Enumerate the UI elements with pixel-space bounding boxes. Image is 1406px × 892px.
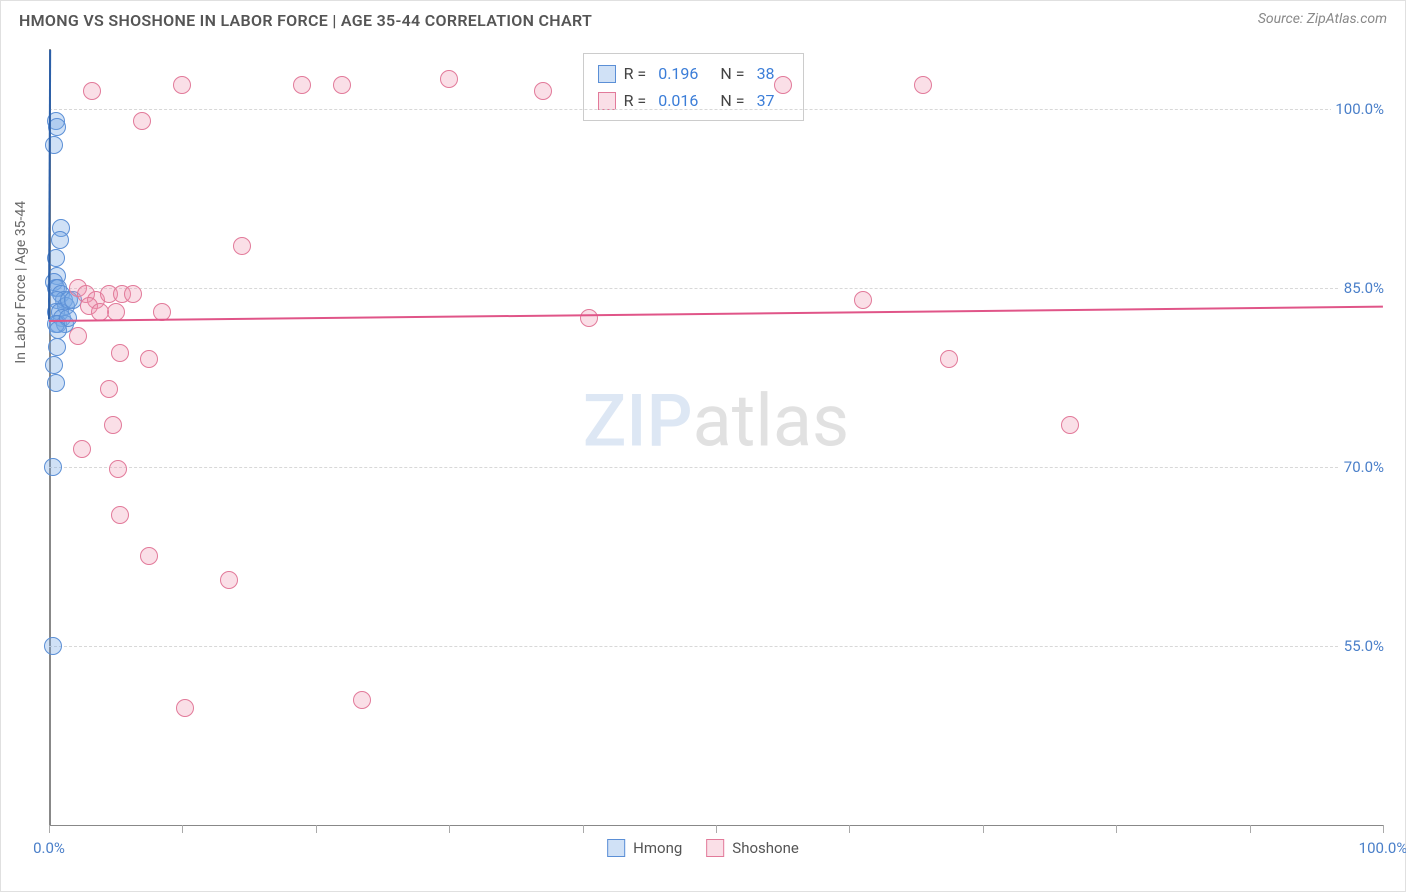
legend-row: R = 0.016 N = 37	[598, 87, 789, 114]
watermark: ZIPatlas	[583, 379, 849, 464]
data-point	[534, 82, 552, 100]
data-point	[353, 691, 371, 709]
x-tick	[849, 825, 850, 833]
stats-legend: R = 0.196 N = 38 R = 0.016 N = 37	[583, 53, 804, 121]
data-point	[140, 350, 158, 368]
data-point	[774, 76, 792, 94]
y-tick-label: 85.0%	[1340, 279, 1388, 297]
x-tick	[716, 825, 717, 833]
data-point	[220, 571, 238, 589]
data-point	[940, 350, 958, 368]
data-point	[580, 309, 598, 327]
series-legend-item: Hmong	[607, 839, 682, 857]
x-tick-label: 0.0%	[33, 839, 65, 857]
chart-container: HMONG VS SHOSHONE IN LABOR FORCE | AGE 3…	[0, 0, 1406, 892]
data-point	[111, 344, 129, 362]
x-tick	[316, 825, 317, 833]
plot-area: In Labor Force | Age 35-44 ZIPatlas R =0…	[49, 49, 1383, 826]
x-tick	[49, 825, 50, 833]
data-point	[109, 460, 127, 478]
data-point	[440, 70, 458, 88]
data-point	[91, 303, 109, 321]
data-point	[49, 321, 67, 339]
data-point	[48, 338, 66, 356]
data-point	[69, 327, 87, 345]
n-label: N =	[720, 87, 744, 114]
data-point	[233, 237, 251, 255]
data-point	[47, 374, 65, 392]
legend-swatch	[598, 65, 616, 83]
x-tick	[983, 825, 984, 833]
data-point	[854, 291, 872, 309]
data-point	[45, 356, 63, 374]
legend-swatch	[706, 839, 724, 857]
data-point	[44, 637, 62, 655]
data-point	[333, 76, 351, 94]
legend-swatch	[598, 92, 616, 110]
gridline	[49, 288, 1383, 289]
data-point	[914, 76, 932, 94]
y-tick-label: 100.0%	[1331, 100, 1388, 118]
gridline	[49, 109, 1383, 110]
y-tick-label: 55.0%	[1340, 637, 1388, 655]
x-tick	[182, 825, 183, 833]
y-axis-label: In Labor Force | Age 35-44	[13, 201, 29, 364]
r-value: 0.196	[658, 60, 698, 87]
data-point	[73, 440, 91, 458]
x-tick	[583, 825, 584, 833]
data-point	[293, 76, 311, 94]
x-tick	[1383, 825, 1384, 833]
data-point	[104, 416, 122, 434]
header: HMONG VS SHOSHONE IN LABOR FORCE | AGE 3…	[1, 1, 1405, 36]
r-label: R =	[624, 87, 647, 114]
n-label: N =	[720, 60, 744, 87]
series-legend-item: Shoshone	[706, 839, 799, 857]
y-tick-label: 70.0%	[1340, 458, 1388, 476]
data-point	[124, 285, 142, 303]
x-tick	[1250, 825, 1251, 833]
n-value: 38	[757, 60, 775, 87]
n-value: 37	[757, 87, 775, 114]
data-point	[1061, 416, 1079, 434]
gridline	[49, 467, 1383, 468]
watermark-zip: ZIP	[583, 379, 693, 464]
series-legend: Hmong Shoshone	[607, 839, 799, 857]
data-point	[44, 458, 62, 476]
legend-swatch	[607, 839, 625, 857]
x-tick	[449, 825, 450, 833]
data-point	[83, 82, 101, 100]
watermark-atlas: atlas	[693, 379, 850, 464]
r-value: 0.016	[658, 87, 698, 114]
data-point	[140, 547, 158, 565]
x-tick-label: 100.0%	[1359, 839, 1406, 857]
r-label: R =	[624, 60, 647, 87]
x-tick	[1116, 825, 1117, 833]
data-point	[51, 231, 69, 249]
data-point	[111, 506, 129, 524]
series-name: Hmong	[633, 839, 682, 857]
chart-title: HMONG VS SHOSHONE IN LABOR FORCE | AGE 3…	[19, 11, 592, 30]
series-name: Shoshone	[732, 839, 799, 857]
data-point	[133, 112, 151, 130]
data-point	[100, 380, 118, 398]
data-point	[173, 76, 191, 94]
data-point	[176, 699, 194, 717]
trend-line	[49, 306, 1383, 322]
gridline	[49, 646, 1383, 647]
legend-row: R = 0.196 N = 38	[598, 60, 789, 87]
data-point	[107, 303, 125, 321]
source-label: Source: ZipAtlas.com	[1258, 11, 1387, 30]
